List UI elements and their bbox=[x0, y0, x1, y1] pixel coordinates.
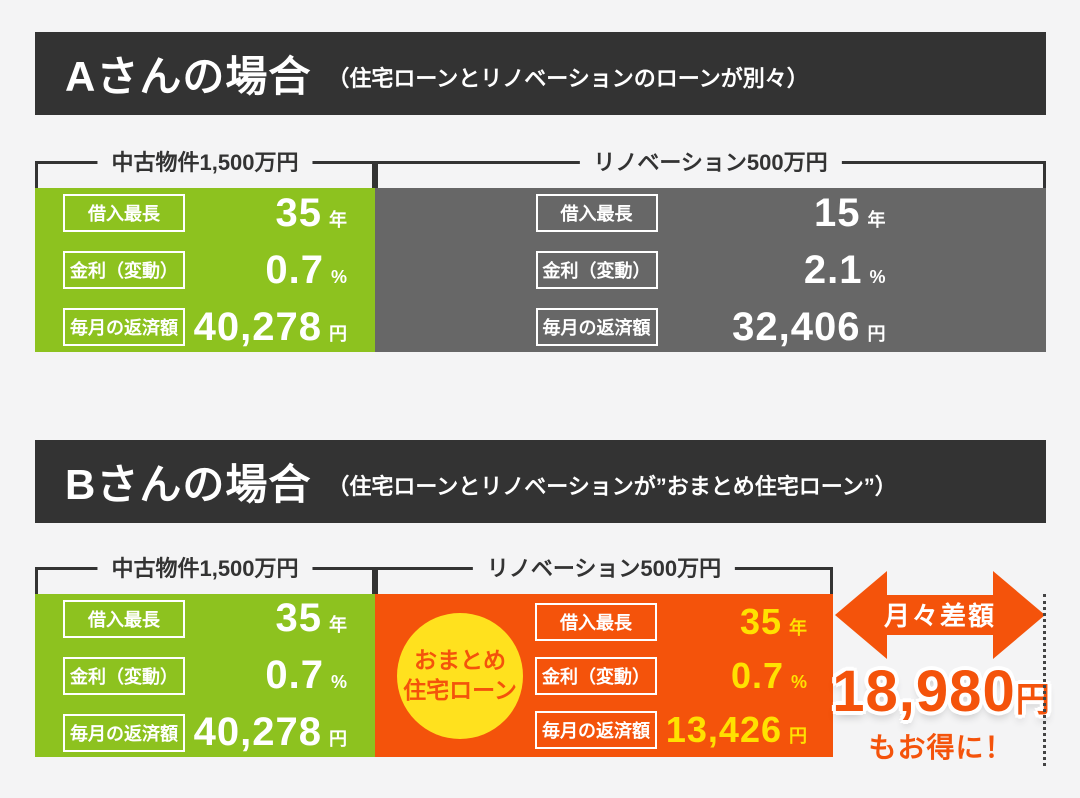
value-number: 0.7 bbox=[730, 654, 784, 696]
box-b-combined-loan: おまとめ 住宅ローン 借入最長 35 年 金利（変動） 0.7% 毎月の返済額 1… bbox=[375, 594, 833, 757]
loan-row-payment: 毎月の返済額 13,426 円 bbox=[535, 709, 807, 751]
row-value: 0.7% bbox=[265, 248, 347, 293]
bracket-a-property: 中古物件1,500万円 bbox=[35, 145, 375, 188]
value-unit: 円 bbox=[329, 729, 347, 749]
row-label: 金利（変動） bbox=[535, 656, 657, 695]
difference-arrow-label: 月々差額 bbox=[883, 600, 996, 631]
box-a-renovation: 借入最長 15 年 金利（変動） 2.1% 毎月の返済額 32,406 円 bbox=[375, 188, 1046, 352]
omatome-badge: おまとめ 住宅ローン bbox=[397, 613, 523, 739]
value-number: 32,406 bbox=[732, 304, 861, 349]
box-b-mortgage-rows: 借入最長 35 年 金利（変動） 0.7% 毎月の返済額 40,278 円 bbox=[35, 596, 375, 755]
value-unit: 年 bbox=[789, 617, 807, 638]
value-number: 40,278 bbox=[193, 304, 322, 349]
section-a-title: Aさんの場合 bbox=[65, 53, 312, 100]
row-value: 0.7% bbox=[265, 653, 347, 698]
row-value: 2.1% bbox=[804, 248, 886, 293]
loan-row-payment: 毎月の返済額 32,406 円 bbox=[535, 305, 886, 350]
value-unit: % bbox=[790, 671, 807, 692]
row-value: 13,426 円 bbox=[666, 709, 807, 751]
row-value: 35 年 bbox=[276, 596, 348, 641]
row-label: 借入最長 bbox=[63, 599, 185, 638]
loan-row-term: 借入最長 15 年 bbox=[535, 191, 886, 236]
row-label: 借入最長 bbox=[535, 194, 658, 232]
value-number: 13,426 bbox=[665, 708, 782, 750]
box-b-mortgage: 借入最長 35 年 金利（変動） 0.7% 毎月の返済額 40,278 円 bbox=[35, 594, 375, 757]
value-number: 0.7 bbox=[265, 247, 324, 292]
loan-row-term: 借入最長 35 年 bbox=[63, 596, 347, 641]
loan-row-rate: 金利（変動） 0.7% bbox=[535, 655, 807, 697]
value-unit: % bbox=[330, 672, 347, 692]
section-b-header: Bさんの場合 （住宅ローンとリノベーションが”おまとめ住宅ローン”） bbox=[35, 440, 1046, 523]
loan-row-term: 借入最長 35 年 bbox=[535, 601, 807, 643]
row-label: 毎月の返済額 bbox=[63, 308, 185, 346]
difference-amount-number: 18,980 bbox=[832, 659, 1016, 724]
row-value: 35 年 bbox=[276, 191, 348, 236]
row-label: 毎月の返済額 bbox=[535, 710, 657, 749]
row-value: 40,278 円 bbox=[194, 710, 347, 755]
row-value: 35 年 bbox=[740, 601, 807, 643]
loan-row-payment: 毎月の返済額 40,278 円 bbox=[63, 710, 347, 755]
box-b-combined-rows: 借入最長 35 年 金利（変動） 0.7% 毎月の返済額 13,426 円 bbox=[375, 601, 833, 751]
bracket-a-renovation-label: リノベーション500万円 bbox=[579, 145, 842, 177]
row-value: 0.7% bbox=[731, 655, 807, 697]
row-label: 金利（変動） bbox=[535, 251, 658, 289]
value-unit: 年 bbox=[867, 209, 886, 230]
omatome-badge-line1: おまとめ bbox=[414, 647, 506, 674]
row-label: 金利（変動） bbox=[63, 251, 185, 289]
value-number: 35 bbox=[739, 600, 782, 642]
value-unit: % bbox=[330, 266, 347, 287]
row-label: 毎月の返済額 bbox=[535, 308, 658, 346]
section-a-subtitle: （住宅ローンとリノベーションのローンが別々） bbox=[327, 65, 809, 91]
value-number: 40,278 bbox=[193, 710, 322, 754]
dotted-divider bbox=[1043, 594, 1046, 766]
double-arrow-icon bbox=[835, 571, 1045, 659]
value-number: 35 bbox=[275, 596, 322, 640]
row-value: 15 年 bbox=[814, 191, 886, 236]
bracket-b-renovation: リノベーション500万円 bbox=[375, 551, 833, 594]
bracket-b-property: 中古物件1,500万円 bbox=[35, 551, 375, 594]
box-a-mortgage: 借入最長 35 年 金利（変動） 0.7% 毎月の返済額 40,278 円 bbox=[35, 188, 375, 352]
value-unit: 円 bbox=[867, 323, 886, 344]
row-label: 借入最長 bbox=[535, 602, 657, 641]
loan-row-term: 借入最長 35 年 bbox=[63, 191, 347, 236]
value-number: 35 bbox=[275, 190, 322, 235]
value-unit: 年 bbox=[329, 209, 347, 230]
loan-row-rate: 金利（変動） 0.7% bbox=[63, 653, 347, 698]
loan-row-rate: 金利（変動） 0.7% bbox=[63, 248, 347, 293]
section-a-header: Aさんの場合 （住宅ローンとリノベーションのローンが別々） bbox=[35, 32, 1046, 115]
loan-row-rate: 金利（変動） 2.1% bbox=[535, 248, 886, 293]
value-number: 2.1 bbox=[803, 247, 863, 292]
section-b-subtitle: （住宅ローンとリノベーションが”おまとめ住宅ローン”） bbox=[327, 473, 897, 499]
row-label: 金利（変動） bbox=[63, 656, 185, 695]
row-label: 毎月の返済額 bbox=[63, 713, 185, 752]
row-label: 借入最長 bbox=[63, 194, 185, 232]
value-number: 15 bbox=[814, 190, 861, 235]
difference-arrow: 月々差額 bbox=[835, 571, 1045, 659]
omatome-badge-line2: 住宅ローン bbox=[403, 677, 517, 703]
value-number: 0.7 bbox=[265, 653, 324, 697]
bracket-a-property-label: 中古物件1,500万円 bbox=[97, 145, 313, 177]
difference-note: もお得に！ bbox=[868, 732, 1014, 763]
value-unit: 年 bbox=[329, 615, 347, 635]
row-value: 32,406 円 bbox=[732, 305, 885, 350]
loan-row-payment: 毎月の返済額 40,278 円 bbox=[63, 305, 347, 350]
difference-amount: 18,980円 bbox=[818, 658, 1064, 725]
bracket-b-renovation-label: リノベーション500万円 bbox=[472, 551, 736, 583]
section-b-title: Bさんの場合 bbox=[65, 461, 312, 508]
bracket-a-renovation: リノベーション500万円 bbox=[375, 145, 1046, 188]
value-unit: % bbox=[869, 266, 886, 287]
box-a-mortgage-rows: 借入最長 35 年 金利（変動） 0.7% 毎月の返済額 40,278 円 bbox=[35, 191, 375, 350]
bracket-b-property-label: 中古物件1,500万円 bbox=[97, 551, 313, 583]
value-unit: 円 bbox=[329, 323, 347, 344]
row-value: 40,278 円 bbox=[194, 305, 347, 350]
value-unit: 円 bbox=[789, 725, 807, 746]
box-a-renovation-rows: 借入最長 15 年 金利（変動） 2.1% 毎月の返済額 32,406 円 bbox=[535, 191, 886, 350]
